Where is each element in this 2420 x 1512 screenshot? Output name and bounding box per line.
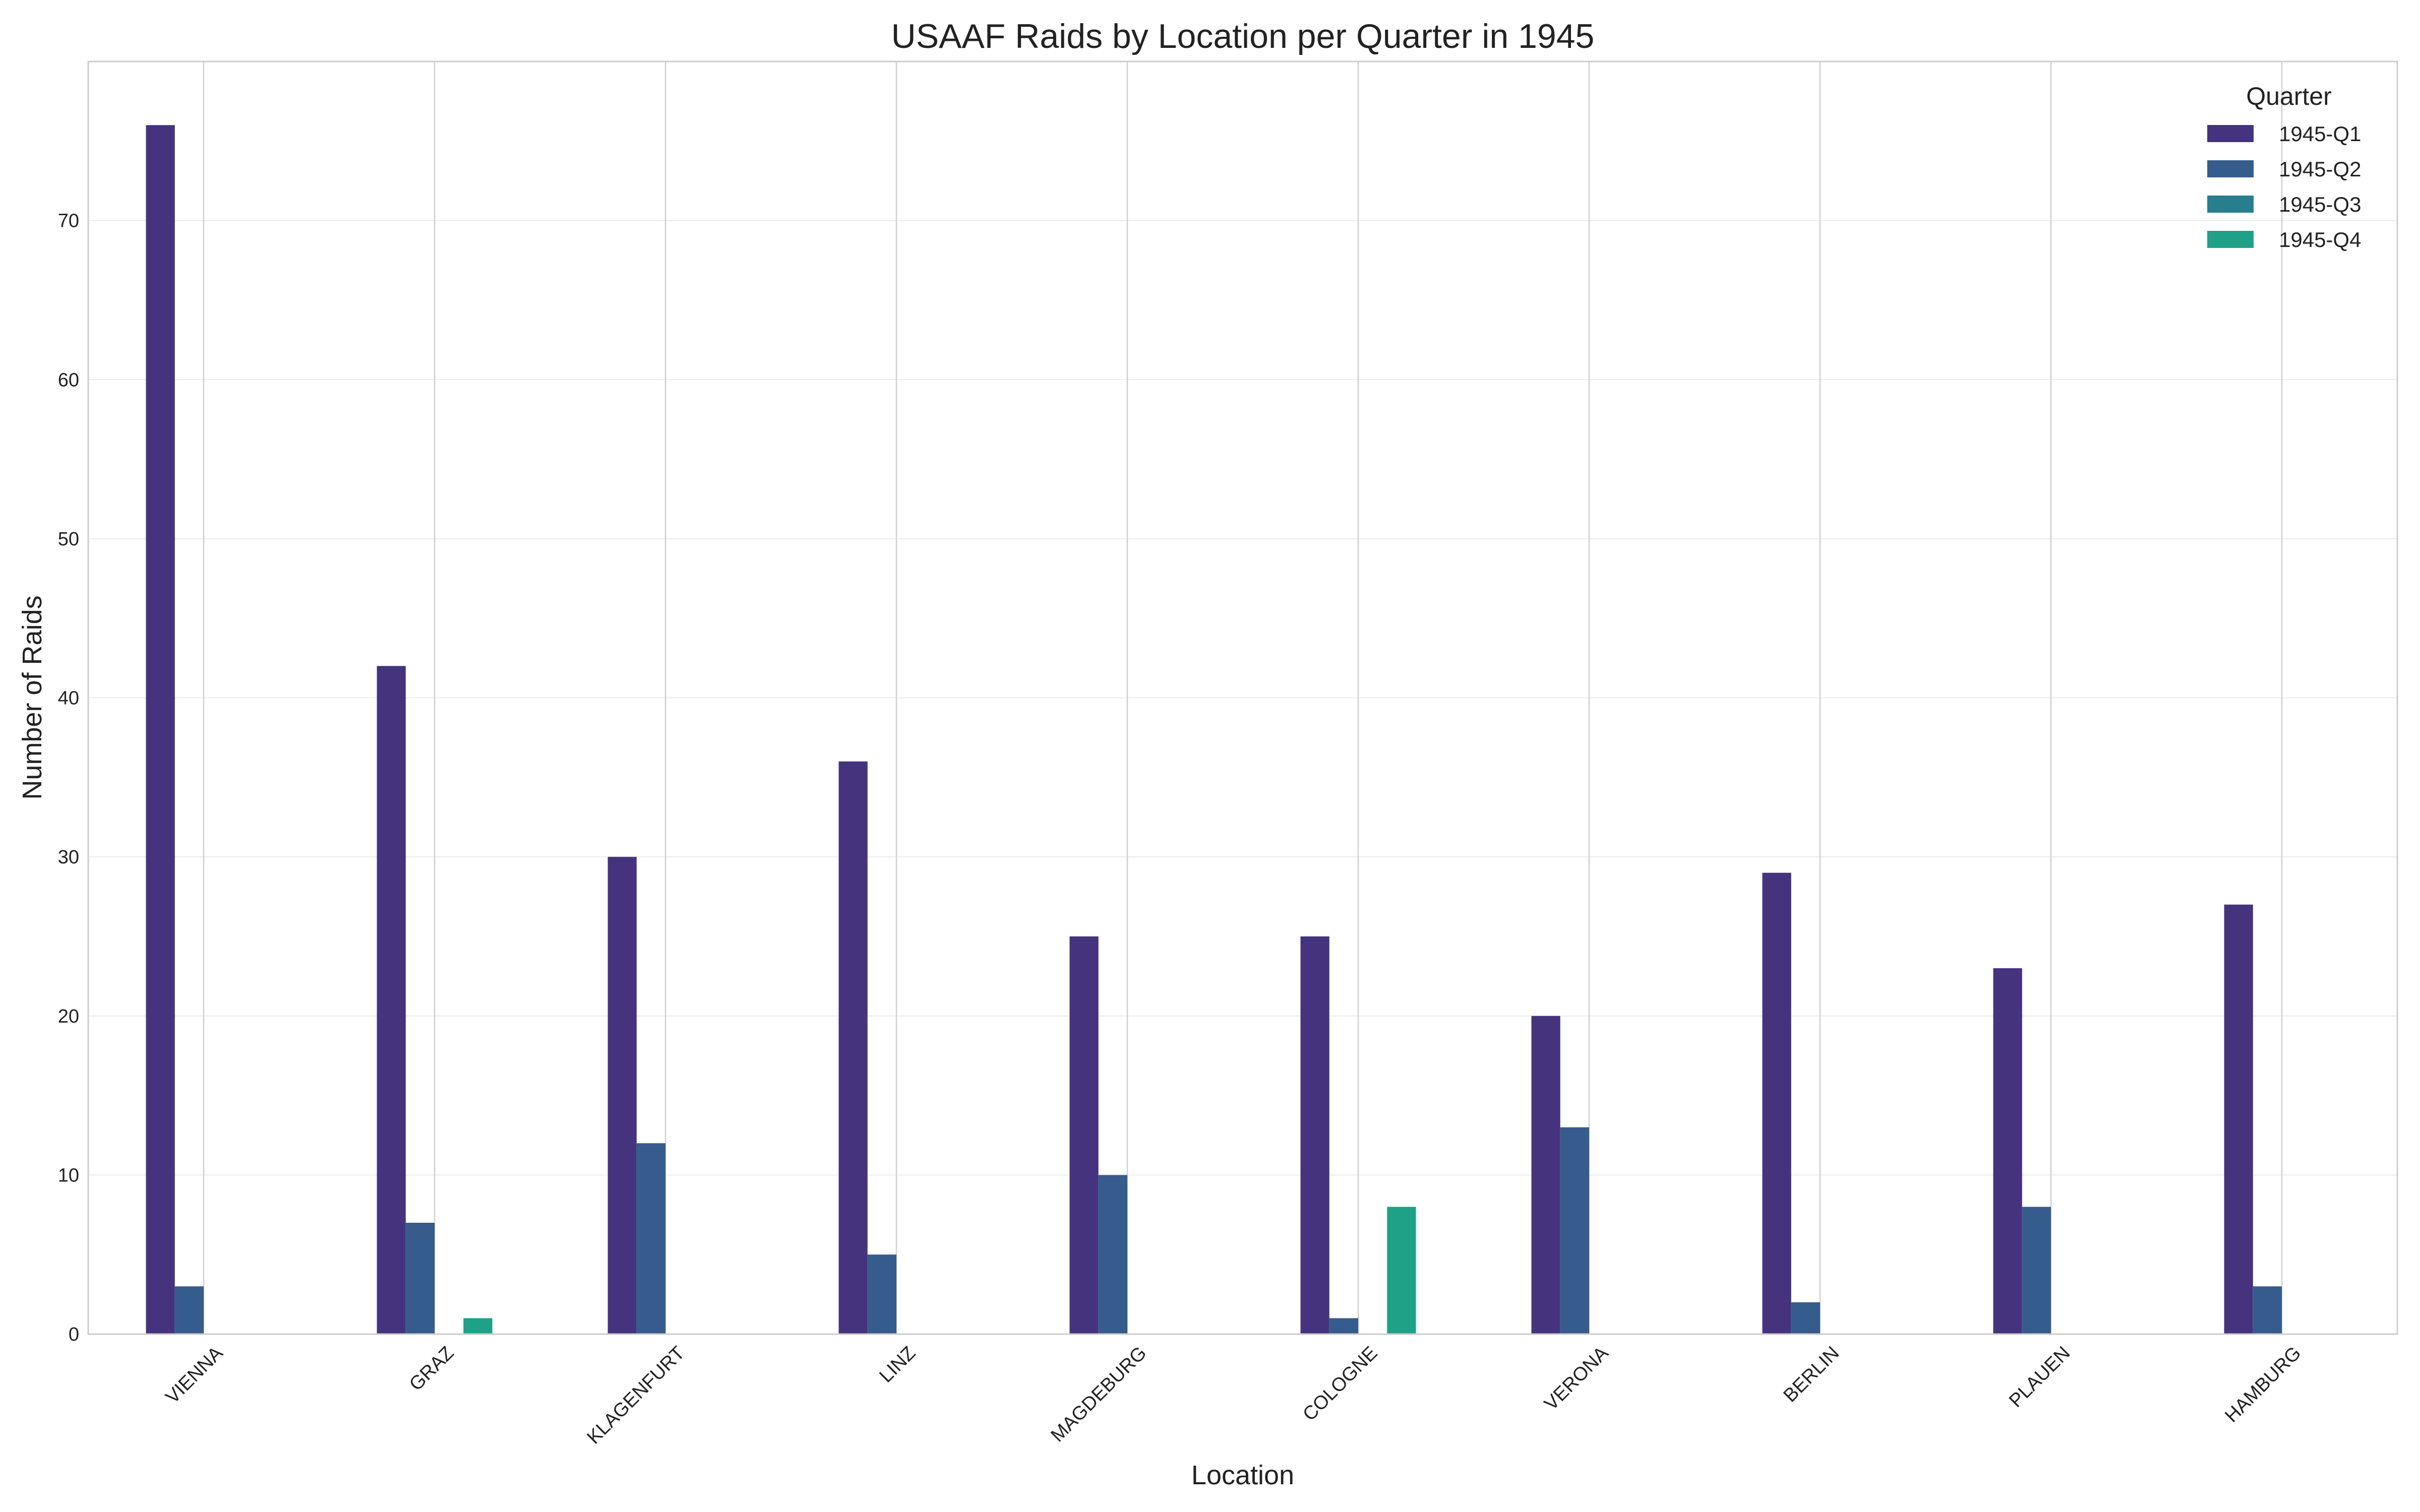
bar-1945-Q1-BERLIN xyxy=(1762,872,1791,1334)
plot-frame xyxy=(87,60,2398,1335)
bar-1945-Q2-PLAUEN xyxy=(2022,1207,2051,1334)
bars xyxy=(146,125,2282,1334)
y-tick-label: 0 xyxy=(69,1324,79,1345)
bar-1945-Q1-KLAGENFURT xyxy=(608,857,637,1334)
legend-label-1945-Q1: 1945-Q1 xyxy=(2279,122,2361,146)
bar-1945-Q1-HAMBURG xyxy=(2224,904,2253,1334)
legend-label-1945-Q4: 1945-Q4 xyxy=(2279,228,2361,251)
y-axis-label: Number of Raids xyxy=(17,595,47,799)
chart-title: USAAF Raids by Location per Quarter in 1… xyxy=(891,17,1595,55)
bar-1945-Q1-LINZ xyxy=(838,761,868,1334)
bar-1945-Q2-GRAZ xyxy=(405,1223,435,1334)
bar-1945-Q1-GRAZ xyxy=(377,666,406,1334)
y-tick-label: 70 xyxy=(58,211,79,232)
bar-1945-Q2-VIENNA xyxy=(174,1286,204,1334)
bar-1945-Q2-COLOGNE xyxy=(1329,1318,1358,1334)
bar-1945-Q2-BERLIN xyxy=(1791,1302,1820,1334)
bar-1945-Q2-HAMBURG xyxy=(2253,1286,2282,1334)
bar-1945-Q4-GRAZ xyxy=(463,1318,493,1334)
y-tick-label: 10 xyxy=(58,1165,79,1186)
legend-swatch-1945-Q3 xyxy=(2207,196,2254,213)
bar-1945-Q1-VERONA xyxy=(1531,1016,1560,1334)
legend-label-1945-Q2: 1945-Q2 xyxy=(2279,157,2361,181)
legend-swatch-1945-Q1 xyxy=(2207,125,2254,142)
bar-1945-Q2-MAGDEBURG xyxy=(1098,1175,1127,1334)
bar-1945-Q1-MAGDEBURG xyxy=(1069,936,1099,1334)
y-tick-label: 30 xyxy=(58,847,79,868)
y-tick-label: 20 xyxy=(58,1006,79,1027)
bar-1945-Q2-LINZ xyxy=(867,1254,896,1334)
bar-1945-Q4-COLOGNE xyxy=(1387,1207,1416,1334)
y-tick-label: 50 xyxy=(58,529,79,550)
gridlines xyxy=(88,61,2397,1335)
bar-1945-Q1-PLAUEN xyxy=(1993,968,2022,1334)
legend-title: Quarter xyxy=(2246,82,2332,110)
y-axis-ticks: 0 10 20 30 40 50 60 70 xyxy=(58,211,79,1345)
legend-label-1945-Q3: 1945-Q3 xyxy=(2279,193,2361,216)
bar-1945-Q2-KLAGENFURT xyxy=(636,1143,666,1334)
legend-swatch-1945-Q4 xyxy=(2207,231,2254,248)
legend-items: 1945-Q1 1945-Q2 1945-Q3 1945-Q4 xyxy=(2207,122,2361,251)
bar-1945-Q1-COLOGNE xyxy=(1300,936,1329,1334)
y-tick-label: 60 xyxy=(58,369,79,391)
bar-1945-Q2-VERONA xyxy=(1560,1127,1589,1334)
legend-swatch-1945-Q2 xyxy=(2207,160,2254,177)
x-axis-label: Location xyxy=(1191,1460,1294,1490)
legend: Quarter 1945-Q1 1945-Q2 1945-Q3 1945-Q4 xyxy=(2207,82,2361,251)
y-tick-label: 40 xyxy=(58,688,79,709)
bar-1945-Q1-VIENNA xyxy=(146,125,175,1334)
